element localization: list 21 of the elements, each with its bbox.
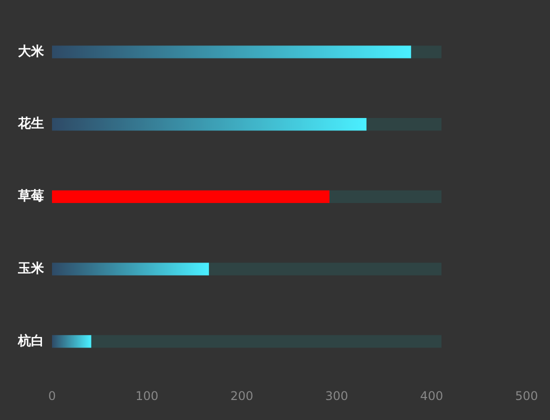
bar xyxy=(90,335,442,348)
bar xyxy=(52,118,366,131)
y-tick-label: 大米 xyxy=(18,44,45,60)
bar xyxy=(52,46,412,58)
bar xyxy=(52,335,92,348)
y-tick-label: 玉米 xyxy=(17,261,45,276)
x-tick-label: 300 xyxy=(325,388,348,403)
y-tick-label: 花生 xyxy=(17,116,44,132)
x-tick-label: 200 xyxy=(230,388,254,403)
y-tick-label: 杭白 xyxy=(17,332,44,349)
bar xyxy=(52,262,209,276)
bar xyxy=(410,46,442,58)
bar xyxy=(328,190,442,204)
x-tick-label: 0 xyxy=(48,388,56,403)
x-tick-label: 400 xyxy=(420,388,444,403)
x-tick-label: 100 xyxy=(135,388,158,403)
x-tick-label: 500 xyxy=(515,388,538,403)
bar xyxy=(208,262,442,276)
y-tick-label: 草莓 xyxy=(17,188,44,204)
bar xyxy=(366,118,442,131)
bar xyxy=(52,190,330,204)
